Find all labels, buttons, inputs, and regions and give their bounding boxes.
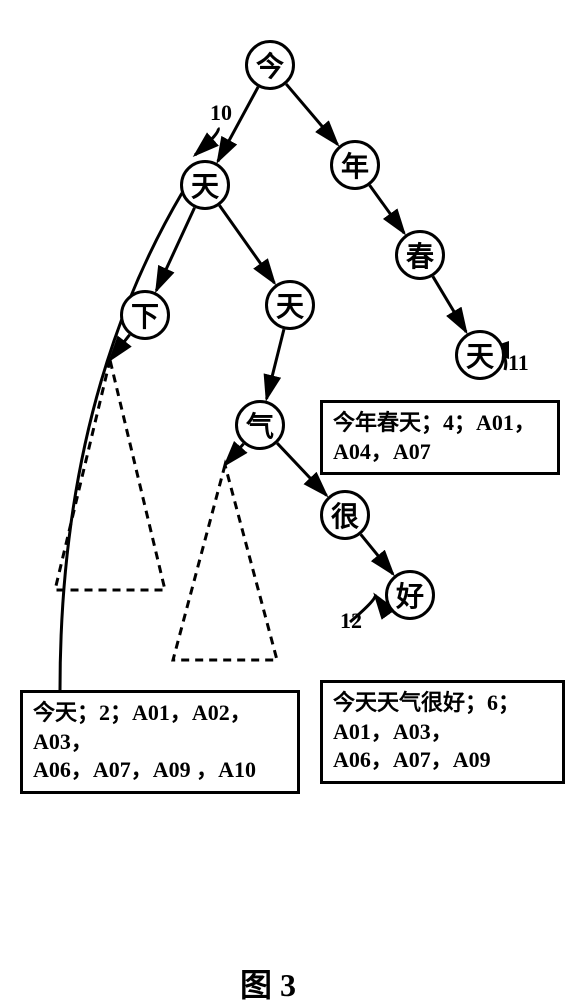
annotation-box: 今天；2；A01，A02，A03，A06，A07，A09 ，A10 [20, 690, 300, 794]
svg-text:11: 11 [508, 350, 529, 375]
tree-node: 下 [120, 290, 170, 340]
diagram-canvas: 101112 今天年春天下天气很好 今天；2；A01，A02，A03，A06，A… [0, 0, 571, 1000]
figure-caption: 图 3 [240, 960, 296, 1006]
tree-node: 气 [235, 400, 285, 450]
svg-text:12: 12 [340, 608, 362, 633]
svg-text:10: 10 [210, 100, 232, 125]
annotation-box: 今年春天；4；A01，A04，A07 [320, 400, 560, 475]
annotation-box: 今天天气很好；6；A01，A03，A06，A07，A09 [320, 680, 565, 784]
tree-node: 春 [395, 230, 445, 280]
tree-node: 今 [245, 40, 295, 90]
tree-node: 天 [265, 280, 315, 330]
tree-node: 很 [320, 490, 370, 540]
tree-node: 年 [330, 140, 380, 190]
tree-node: 好 [385, 570, 435, 620]
edges-svg: 10 11 12 [0, 0, 571, 1000]
tree-node: 天 [180, 160, 230, 210]
tree-node: 天 [455, 330, 505, 380]
